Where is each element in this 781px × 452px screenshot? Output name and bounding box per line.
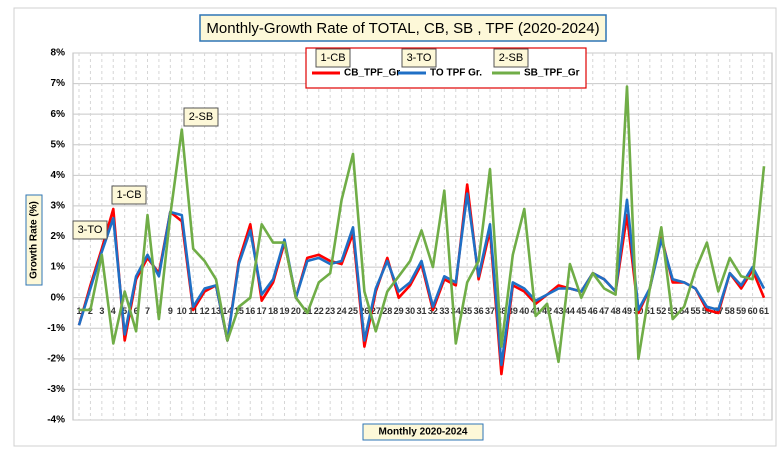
- x-tick-label: 33: [439, 306, 449, 316]
- y-tick-label: 6%: [51, 109, 66, 120]
- x-tick-label: 35: [462, 306, 472, 316]
- y-tick-label: 4%: [51, 170, 66, 181]
- x-tick-label: 29: [394, 306, 404, 316]
- x-tick-label: 26: [359, 306, 369, 316]
- x-tick-label: 36: [474, 306, 484, 316]
- x-tick-label: 42: [542, 306, 552, 316]
- x-tick-label: 6: [134, 306, 139, 316]
- x-label-box: [362, 423, 484, 441]
- y-tick-label: 1%: [51, 262, 66, 273]
- x-tick-label: 16: [245, 306, 255, 316]
- x-tick-label: 46: [588, 306, 598, 316]
- x-tick-label: 40: [519, 306, 529, 316]
- annotation-box: [111, 185, 147, 205]
- x-tick-label: 7: [145, 306, 150, 316]
- y-axis-label: Growth Rate (%): [29, 201, 40, 279]
- x-tick-label: 14: [222, 306, 232, 316]
- x-tick-label: 61: [759, 306, 769, 316]
- x-tick-label: 47: [599, 306, 609, 316]
- annotation: 1-CB: [320, 52, 345, 64]
- y-tick-label: 5%: [51, 139, 66, 150]
- x-tick-label: 30: [405, 306, 415, 316]
- x-tick-label: 39: [508, 306, 518, 316]
- x-tick-label: 27: [371, 306, 381, 316]
- y-label-box: [25, 194, 43, 286]
- x-tick-label: 5: [122, 306, 127, 316]
- y-tick-label: 0%: [51, 292, 66, 303]
- y-tick-label: 8%: [51, 48, 66, 59]
- x-tick-label: 38: [496, 306, 506, 316]
- x-tick-label: 15: [234, 306, 244, 316]
- x-tick-label: 10: [177, 306, 187, 316]
- series-line: [79, 85, 766, 364]
- y-tick-label: -4%: [47, 415, 65, 426]
- x-tick-label: 3: [99, 306, 104, 316]
- annotation: 2-SB: [189, 111, 213, 123]
- x-tick-label: 19: [279, 306, 289, 316]
- x-tick-label: 43: [553, 306, 563, 316]
- y-tick-label: 7%: [51, 78, 66, 89]
- annotation: 1-CB: [116, 189, 141, 201]
- legend-label: TO TPF Gr.: [430, 68, 482, 79]
- x-tick-label: 25: [348, 306, 358, 316]
- x-tick-label: 49: [622, 306, 632, 316]
- annotation-box: [315, 48, 351, 68]
- x-tick-label: 59: [736, 306, 746, 316]
- y-tick-label: -1%: [47, 323, 65, 334]
- x-tick-label: 48: [611, 306, 621, 316]
- legend-box: [305, 47, 587, 89]
- x-tick-label: 18: [268, 306, 278, 316]
- x-tick-label: 37: [485, 306, 495, 316]
- legend-label: CB_TPF_Gr: [344, 68, 400, 79]
- x-tick-label: 34: [451, 306, 461, 316]
- legend-label: SB_TPF_Gr: [524, 68, 580, 79]
- annotation: 2-SB: [499, 52, 523, 64]
- y-tick-label: 3%: [51, 201, 66, 212]
- annotation-box: [401, 48, 437, 68]
- annotation: 3-TO: [78, 224, 103, 236]
- x-tick-label: 45: [576, 306, 586, 316]
- chart-title: Monthly-Growth Rate of TOTAL, CB, SB , T…: [206, 20, 599, 37]
- x-tick-label: 31: [416, 306, 426, 316]
- x-tick-label: 55: [690, 306, 700, 316]
- y-tick-label: 2%: [51, 231, 66, 242]
- title-box: [199, 14, 607, 42]
- x-tick-label: 60: [748, 306, 758, 316]
- x-tick-label: 52: [656, 306, 666, 316]
- x-tick-label: 28: [382, 306, 392, 316]
- x-tick-label: 44: [565, 306, 575, 316]
- x-tick-label: 4: [111, 306, 116, 316]
- x-tick-label: 58: [725, 306, 735, 316]
- x-axis-label: Monthly 2020-2024: [379, 427, 468, 438]
- x-tick-label: 51: [645, 306, 655, 316]
- x-tick-label: 23: [325, 306, 335, 316]
- y-tick-label: -2%: [47, 353, 65, 364]
- annotation-box: [183, 107, 219, 127]
- x-tick-label: 22: [314, 306, 324, 316]
- annotation: 3-TO: [407, 52, 432, 64]
- x-tick-label: 13: [211, 306, 221, 316]
- x-tick-label: 24: [337, 306, 347, 316]
- annotation-box: [72, 220, 108, 240]
- y-tick-label: -3%: [47, 384, 65, 395]
- annotation-box: [493, 48, 529, 68]
- x-tick-label: 17: [257, 306, 267, 316]
- x-tick-label: 54: [679, 306, 689, 316]
- x-tick-label: 9: [168, 306, 173, 316]
- x-tick-label: 20: [291, 306, 301, 316]
- x-tick-label: 12: [200, 306, 210, 316]
